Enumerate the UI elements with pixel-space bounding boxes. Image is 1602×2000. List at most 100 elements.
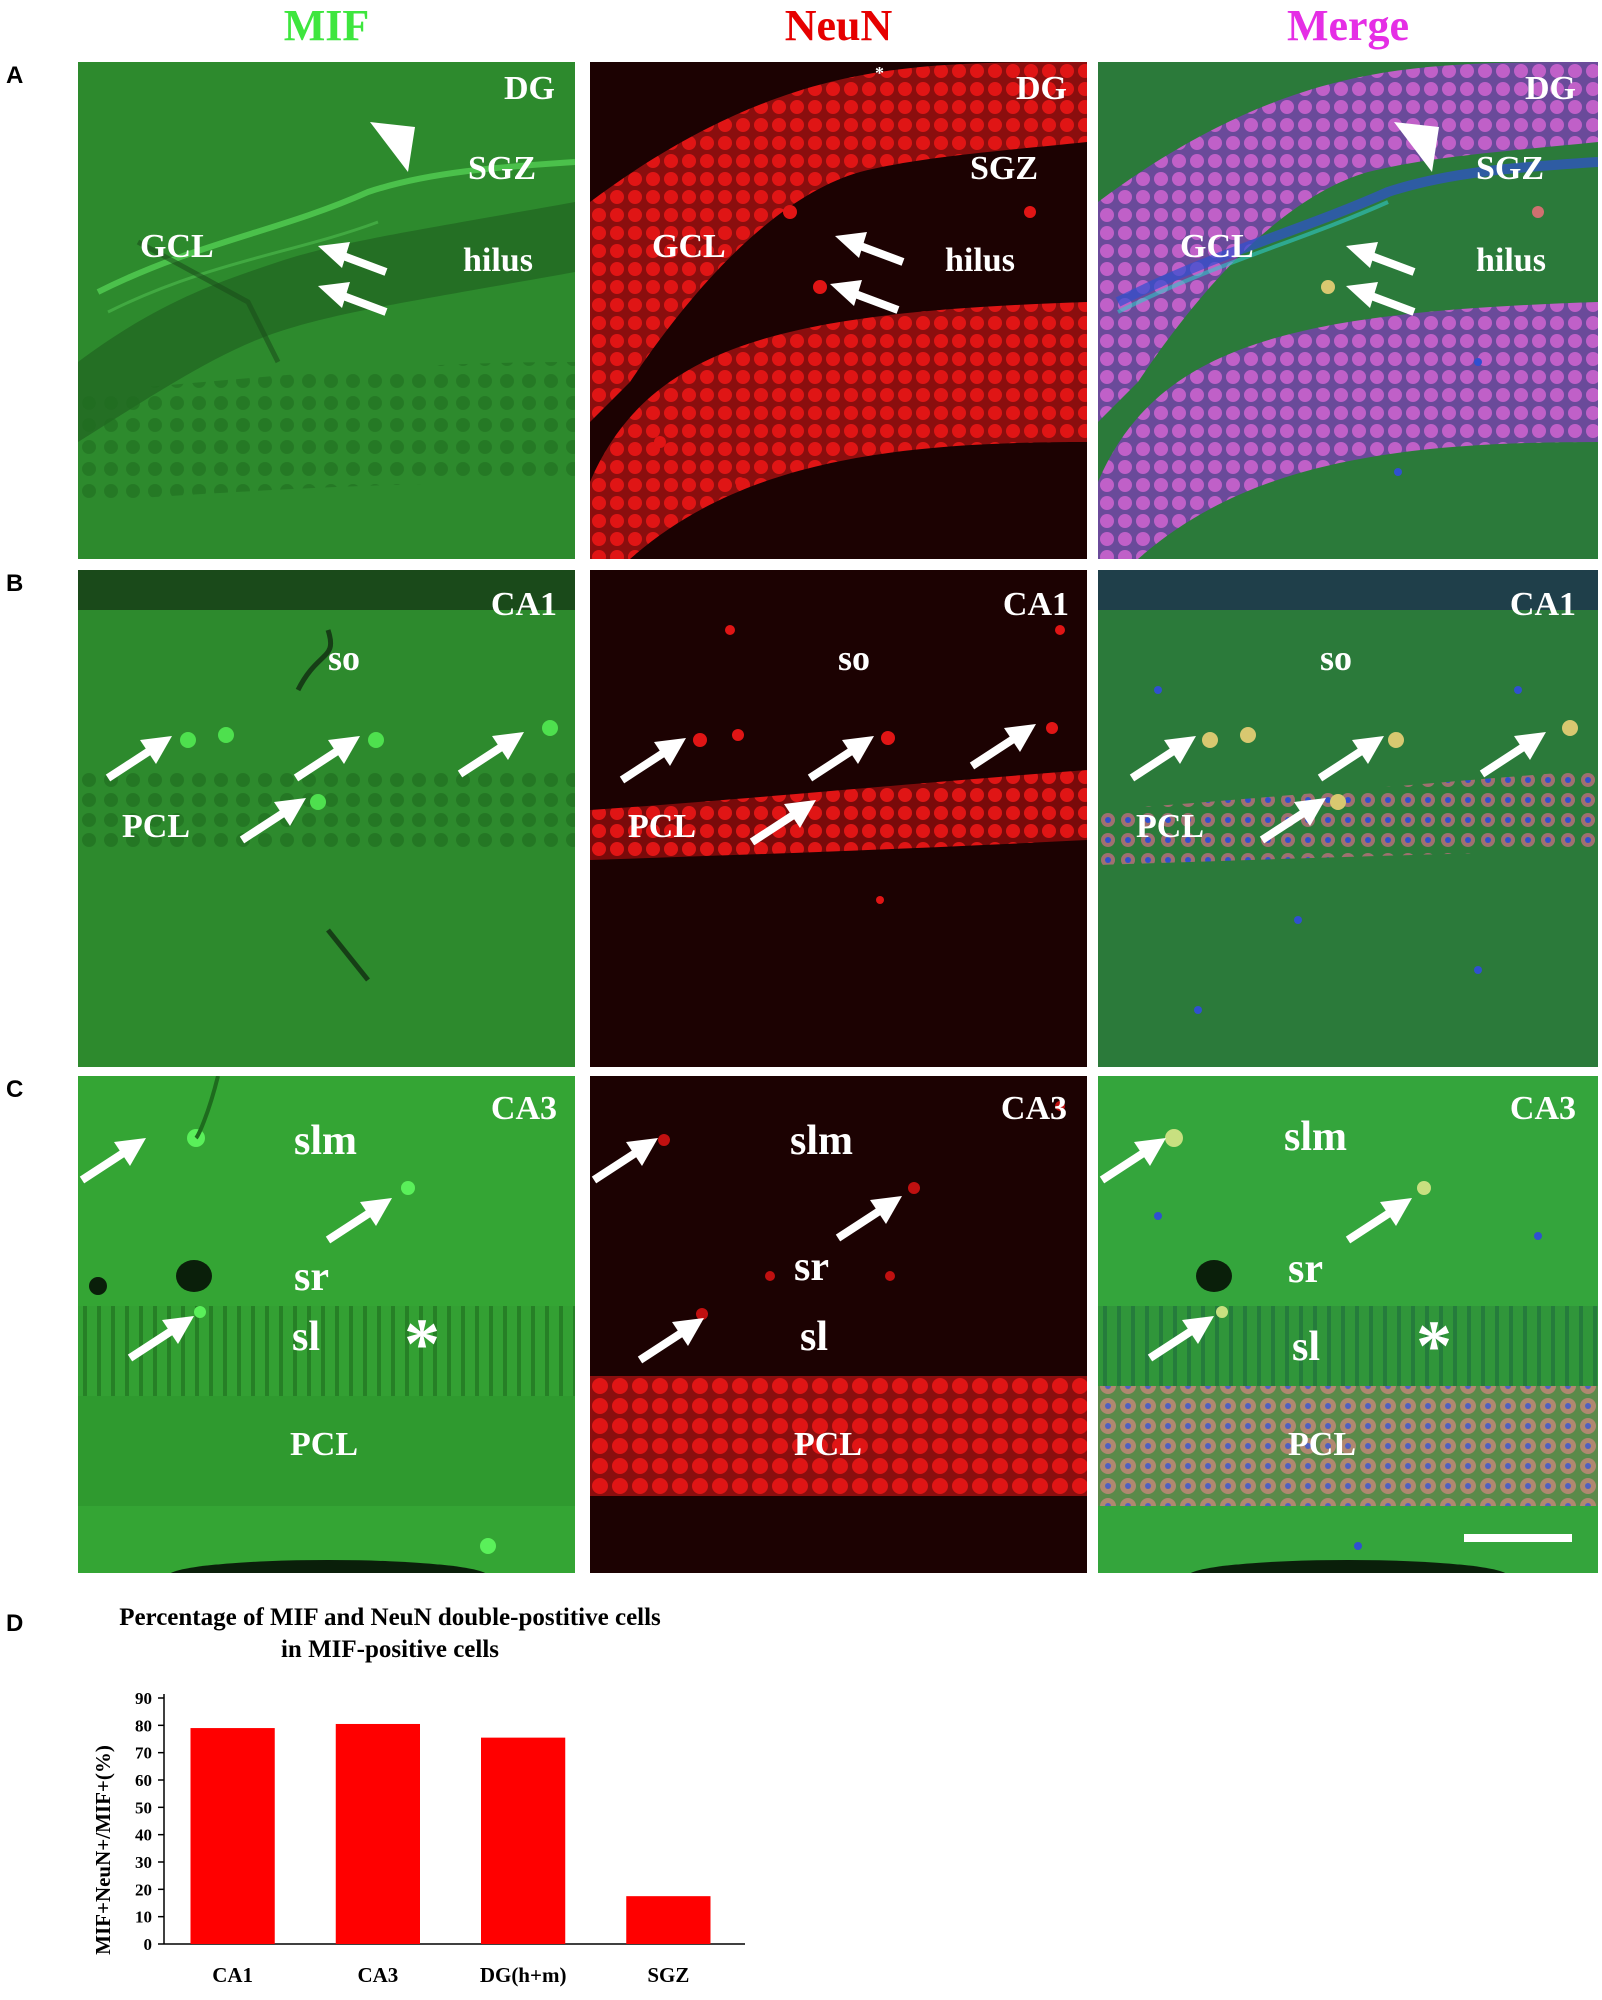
arrow-icon xyxy=(637,1318,704,1364)
layer-label-so: so xyxy=(838,638,871,678)
bar-dg-h-m- xyxy=(481,1737,566,1944)
layer-label-slm: slm xyxy=(1284,1114,1347,1160)
layer-label-hilus: hilus xyxy=(945,242,1015,279)
y-tick-label: 0 xyxy=(144,1935,153,1954)
asterisk-mark: * xyxy=(1416,1306,1452,1386)
arrow-icon xyxy=(457,732,524,778)
y-tick-label: 60 xyxy=(135,1771,152,1790)
layer-label-sgz: SGZ xyxy=(970,150,1039,187)
layer-label-pcl: PCL xyxy=(122,808,190,845)
arrow-icon xyxy=(293,736,360,782)
header-neun: NeuN xyxy=(784,1,893,50)
panel-b-mif: CA1 so PCL xyxy=(78,570,575,1067)
region-label: CA3 xyxy=(1509,1090,1576,1127)
arrow-icon xyxy=(835,232,905,266)
region-label: CA1 xyxy=(1002,586,1069,623)
layer-label-pcl: PCL xyxy=(1288,1426,1356,1463)
layer-label-slm: slm xyxy=(790,1118,853,1164)
y-tick-label: 90 xyxy=(135,1689,152,1708)
arrow-icon xyxy=(1479,732,1546,778)
layer-label-sl: sl xyxy=(1292,1324,1321,1370)
layer-label-gcl: GCL xyxy=(652,228,726,265)
layer-label-pcl: PCL xyxy=(290,1426,358,1463)
arrow-icon xyxy=(830,280,900,314)
panel-b-merge: CA1 so PCL xyxy=(1098,570,1598,1067)
layer-label-gcl: GCL xyxy=(140,228,214,265)
layer-label-sl: sl xyxy=(292,1314,321,1360)
micrograph-c-mif xyxy=(78,1076,575,1573)
y-tick-label: 30 xyxy=(135,1853,152,1872)
y-tick-label: 20 xyxy=(135,1880,152,1899)
region-label: DG xyxy=(504,70,555,107)
arrow-icon xyxy=(318,242,388,276)
bar-ca3 xyxy=(335,1723,420,1944)
layer-label-pcl: PCL xyxy=(628,808,696,845)
header-merge: Merge xyxy=(1286,1,1410,50)
region-label: DG xyxy=(1525,70,1576,107)
layer-label-hilus: hilus xyxy=(463,242,533,279)
y-tick-label: 10 xyxy=(135,1908,152,1927)
asterisk-mark: * xyxy=(875,63,884,83)
row-letter-b: B xyxy=(6,570,24,597)
arrow-icon xyxy=(749,800,816,846)
panel-c-neun: CA3 slm sr sl PCL xyxy=(590,1076,1087,1573)
panel-a-mif: DG SGZ GCL hilus xyxy=(78,62,575,559)
row-letter-c: C xyxy=(6,1076,24,1103)
asterisk-mark: * xyxy=(404,1304,440,1384)
header-mif: MIF xyxy=(283,1,370,50)
panel-b-neun: CA1 so PCL xyxy=(590,570,1087,1067)
region-label: DG xyxy=(1016,70,1067,107)
scale-bar xyxy=(1464,1534,1572,1542)
x-tick-label: CA1 xyxy=(212,1963,253,1987)
y-tick-label: 80 xyxy=(135,1716,152,1735)
micrograph-a-neun xyxy=(590,62,1087,559)
layer-label-so: so xyxy=(328,638,361,678)
arrowhead-icon xyxy=(370,122,415,172)
panel-a-neun: DG * SGZ GCL hilus xyxy=(590,62,1087,559)
region-label: CA1 xyxy=(1509,586,1576,623)
chart-title-line-1: Percentage of MIF and NeuN double-postit… xyxy=(119,1604,661,1631)
arrow-icon xyxy=(79,1138,146,1184)
panel-c-mif: CA3 slm sr sl * PCL xyxy=(78,1076,575,1573)
arrow-icon xyxy=(318,282,388,316)
bar-sgz xyxy=(626,1896,711,1944)
micrograph-a-merge xyxy=(1098,62,1598,559)
row-letter-d: D xyxy=(6,1610,24,1637)
micrograph-c-merge xyxy=(1098,1076,1598,1573)
arrow-icon xyxy=(1259,798,1326,844)
region-label: CA1 xyxy=(490,586,557,623)
arrow-icon xyxy=(325,1198,392,1244)
layer-label-pcl: PCL xyxy=(1136,808,1204,845)
y-tick-label: 50 xyxy=(135,1798,152,1817)
y-tick-label: 70 xyxy=(135,1744,152,1763)
arrow-icon xyxy=(591,1138,658,1184)
bar-chart: MIF+NeuN+/MIF+(%) 0 10 20 30 40 50 60 70 80 90 CA… xyxy=(91,1689,745,1987)
arrow-icon xyxy=(1345,1198,1412,1244)
x-tick-label: CA3 xyxy=(357,1963,398,1987)
micrograph-b-merge xyxy=(1098,570,1598,1067)
region-label: CA3 xyxy=(1000,1090,1067,1127)
layer-label-so: so xyxy=(1320,638,1353,678)
arrowhead-icon xyxy=(1394,122,1439,172)
panel-a-merge: DG SGZ GCL hilus xyxy=(1098,62,1598,559)
arrow-icon xyxy=(1346,242,1416,276)
layer-label-hilus: hilus xyxy=(1476,242,1546,279)
arrow-icon xyxy=(1346,282,1416,316)
arrow-icon xyxy=(1129,736,1196,782)
chart-title-line-2: in MIF-positive cells xyxy=(280,1636,500,1663)
panel-c-merge: CA3 slm sr sl * PCL xyxy=(1098,1076,1598,1573)
layer-label-slm: slm xyxy=(294,1118,357,1164)
arrow-icon xyxy=(807,736,874,782)
bar-ca1 xyxy=(190,1728,275,1944)
row-letter-a: A xyxy=(6,62,24,89)
arrow-icon xyxy=(619,738,686,784)
micrograph-b-neun xyxy=(590,570,1087,1067)
layer-label-sl: sl xyxy=(800,1314,829,1360)
arrow-icon xyxy=(969,724,1036,770)
x-tick-label: SGZ xyxy=(647,1963,689,1987)
layer-label-sr: sr xyxy=(1288,1246,1323,1292)
y-axis-label: MIF+NeuN+/MIF+(%) xyxy=(91,1745,115,1955)
arrow-icon xyxy=(105,736,172,782)
layer-label-sgz: SGZ xyxy=(468,150,537,187)
micrograph-c-neun xyxy=(590,1076,1087,1573)
